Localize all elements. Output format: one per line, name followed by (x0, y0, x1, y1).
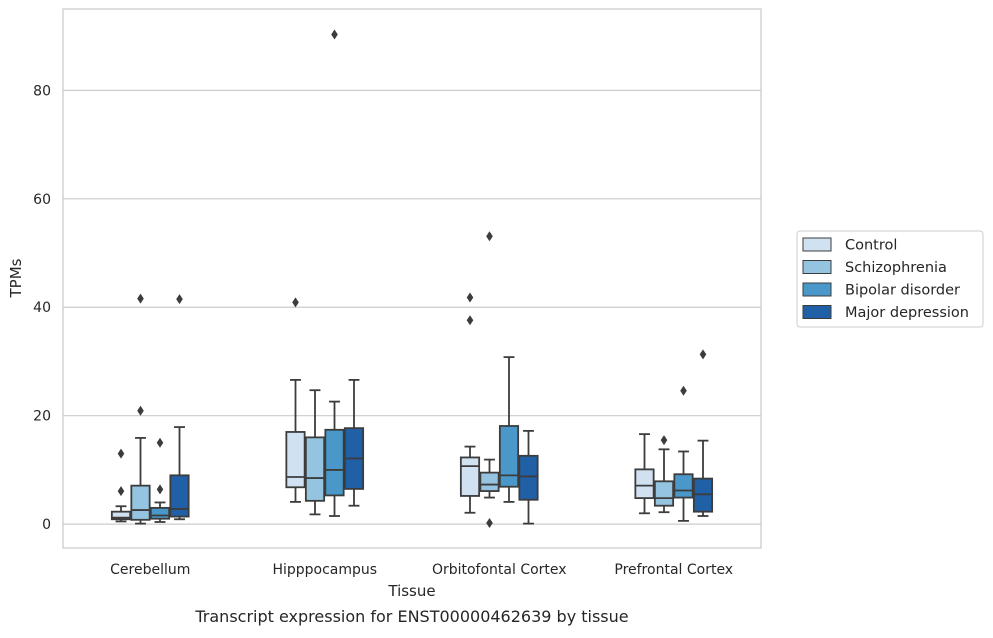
y-tick-label: 80 (33, 83, 51, 99)
box-body (169, 474, 190, 518)
outlier-point (117, 486, 125, 497)
outlier-point (680, 385, 687, 396)
box-1-2 (324, 29, 345, 517)
grid-lines (63, 89, 761, 525)
box-body (130, 484, 151, 521)
box-3-2 (673, 385, 694, 522)
box-body (673, 473, 694, 499)
box-0-3 (169, 294, 190, 521)
box-0-1 (130, 293, 151, 525)
box-2-1 (479, 231, 500, 529)
box-3-0 (634, 433, 655, 515)
box-3-3 (692, 349, 714, 517)
y-tick-label: 40 (33, 300, 51, 316)
legend-swatch (802, 282, 832, 297)
box-0-0 (110, 448, 132, 523)
x-tick-label: Cerebellum (110, 562, 190, 578)
outlier-point (660, 435, 668, 446)
box-body (518, 454, 539, 501)
box-body (304, 436, 326, 502)
outlier-point (486, 231, 493, 242)
x-tick-label: Orbitofontal Cortex (432, 562, 567, 578)
box-1-3 (343, 379, 365, 507)
legend-frame (796, 230, 984, 328)
box-2-3 (518, 429, 539, 525)
plot-frame (62, 8, 762, 549)
box-1-0 (285, 297, 306, 503)
y-tick-label: 60 (33, 192, 51, 208)
legend-swatch (802, 237, 832, 252)
box-groups (110, 29, 714, 529)
box-body (149, 506, 171, 520)
outlier-point (466, 315, 474, 326)
box-body (459, 456, 481, 497)
y-axis-label: TPMs (7, 258, 25, 298)
x-tick-label: Hipppocampus (272, 562, 377, 578)
y-tick-label: 20 (33, 409, 51, 425)
x-tick-labels: Cerebellum Hipppocampus Orbitofontal Corte… (110, 562, 733, 578)
outlier-point (331, 29, 338, 40)
box-body (479, 471, 500, 492)
box-1-1 (304, 389, 326, 516)
y-tick-labels: 0 20 40 60 80 (33, 83, 51, 533)
outlier-point (156, 437, 164, 448)
y-tick-label: 0 (42, 517, 51, 533)
outlier-point (176, 294, 183, 305)
outlier-point (156, 484, 164, 495)
outlier-point (699, 349, 707, 360)
outlier-point (137, 405, 144, 416)
outlier-point (117, 448, 125, 459)
box-2-0 (459, 292, 481, 514)
box-body (324, 428, 345, 497)
legend-label: Schizophrenia (845, 260, 947, 276)
legend-label: Major depression (845, 305, 969, 321)
legend-swatch (802, 305, 832, 319)
legend: Control Schizophrenia Bipolar disorder Majo… (796, 230, 984, 328)
box-body (110, 510, 132, 521)
box-2-2 (498, 356, 520, 503)
box-body (285, 431, 306, 489)
legend-swatch (802, 260, 832, 274)
legend-label: Bipolar disorder (845, 283, 960, 299)
box-body (634, 468, 655, 500)
box-body (498, 425, 520, 488)
outlier-point (292, 297, 299, 308)
outlier-point (466, 292, 474, 303)
x-tick-label: Prefrontal Cortex (614, 562, 733, 578)
box-0-2 (149, 437, 171, 523)
x-axis-label: Tissue (387, 582, 435, 600)
outlier-point (486, 518, 493, 529)
outlier-point (137, 293, 144, 304)
legend-label: Control (845, 238, 897, 254)
box-body (653, 480, 675, 507)
box-3-1 (653, 435, 675, 514)
chart-caption: Transcript expression for ENST0000046263… (194, 607, 628, 626)
